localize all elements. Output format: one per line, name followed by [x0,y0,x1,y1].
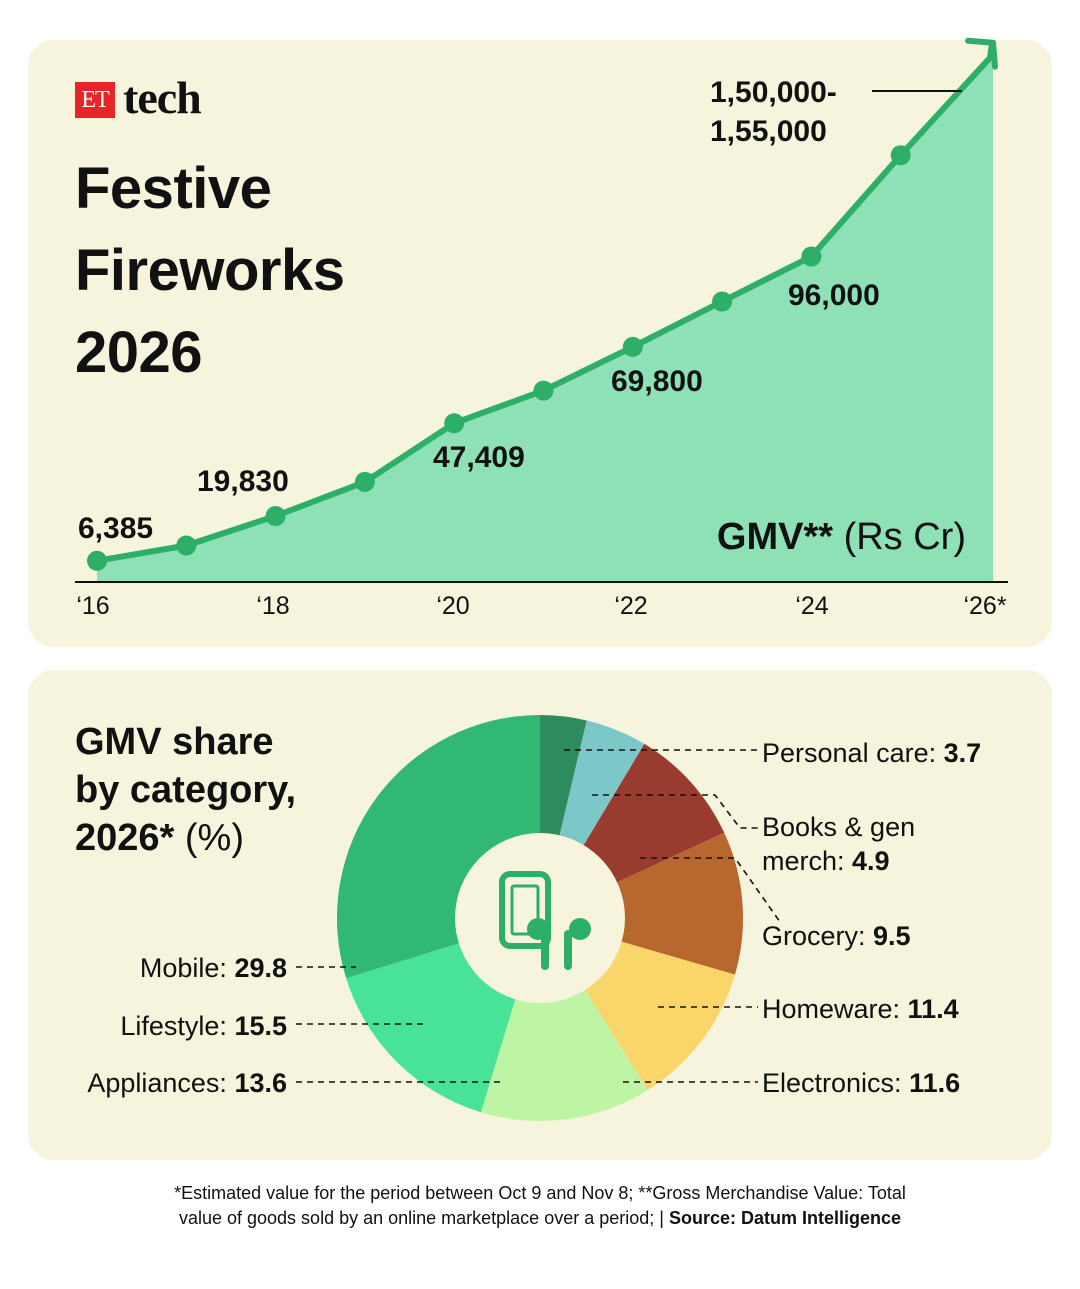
phone-outline [499,871,551,949]
ettech-logo: ET tech [75,72,202,123]
x-tick-label: ‘20 [436,592,469,620]
pie-slice-appliances [480,918,648,1121]
label-lifestyle: Lifestyle: 15.5 [120,1011,287,1041]
leader-books [592,794,758,829]
pie-title-year: 2026* [75,817,175,859]
footnote: *Estimated value for the period between … [80,1181,1000,1231]
data-point-2018 [265,506,286,526]
data-label: 47,409 [433,441,525,474]
data-label: 19,830 [197,465,289,498]
data-point-2020 [444,413,465,434]
label-electronics: Electronics: 11.6 [762,1068,960,1098]
x-tick-label: ‘26* [963,592,1006,620]
title-line-3: 2026 [75,320,203,385]
x-tick-label: ‘16 [76,592,109,620]
end-label-line-1: 1,50,000- [710,76,837,109]
pie-title: GMV share by category, 2026* (%) [75,718,296,862]
data-point-2017 [176,535,197,556]
page-title: Festive Fireworks 2026 [75,148,345,394]
arrow-head-icon [965,37,998,70]
area-fill [97,45,993,582]
data-point-2016 [87,550,107,571]
x-tick-label: ‘18 [256,592,289,620]
x-tick-label: ‘24 [795,592,828,620]
leader-grocery [640,857,781,923]
label-mobile: Mobile: 29.8 [140,953,287,983]
data-label: 6,385 [78,512,153,545]
pie-labels: Personal care: 3.7 Books & gen merch: 4.… [87,738,981,1098]
mobile-and-earbuds-icon [499,871,591,970]
title-line-1: Festive [75,156,272,221]
label-appliances: Appliances: 13.6 [87,1068,287,1098]
earbud-right-head [569,918,591,940]
label-books-line-2: merch: 4.9 [762,846,890,876]
pie-leader-lines [296,749,781,1083]
logo-box: ET [75,82,115,118]
donut-hole [455,833,625,1003]
series-line [94,40,995,564]
data-label: 96,000 [788,279,880,312]
label-homeware: Homeware: 11.4 [762,994,959,1024]
pie-title-line-1: GMV share [75,721,274,763]
unit-label-rest: (Rs Cr) [833,516,966,558]
pie-chart [336,715,744,1121]
data-point-2019 [354,471,375,492]
data-point-2023 [712,291,733,312]
logo-text: tech [123,72,202,123]
title-line-2: Fireworks [75,238,345,303]
data-point-2025 [890,145,911,166]
label-books-line-1: Books & gen [762,812,915,842]
pie-title-line-2: by category, [75,769,297,811]
earbud-left-stem [541,930,549,970]
end-label-line-2: 1,55,000 [710,115,827,148]
unit-label: GMV** (Rs Cr) [717,516,966,558]
unit-label-bold: GMV** [717,516,833,558]
data-point-2024 [801,246,822,267]
x-tick-label: ‘22 [614,592,647,620]
pie-title-unit: (%) [174,817,244,859]
area-chart: ‘16 ‘18 ‘20 ‘22 ‘24 ‘26* 6,385 19,830 47,409 69,8… [75,37,1008,620]
phone-screen [510,884,540,936]
data-label: 69,800 [611,365,703,398]
footnote-source: Source: Datum Intelligence [668,1208,902,1228]
footnote-line-2: value of goods sold by an online marketp… [80,1206,1000,1231]
earbud-right-stem [564,930,572,970]
data-point-2021 [533,380,554,401]
pie-slice-homeware [540,832,744,975]
footnote-text: value of goods sold by an online marketp… [178,1208,669,1228]
pie-title-line-3: 2026* (%) [75,814,296,862]
label-grocery: Grocery: 9.5 [762,921,911,951]
footnote-line-1: *Estimated value for the period between … [174,1183,906,1203]
label-personal-care: Personal care: 3.7 [762,738,981,768]
data-point-2022 [622,336,643,357]
